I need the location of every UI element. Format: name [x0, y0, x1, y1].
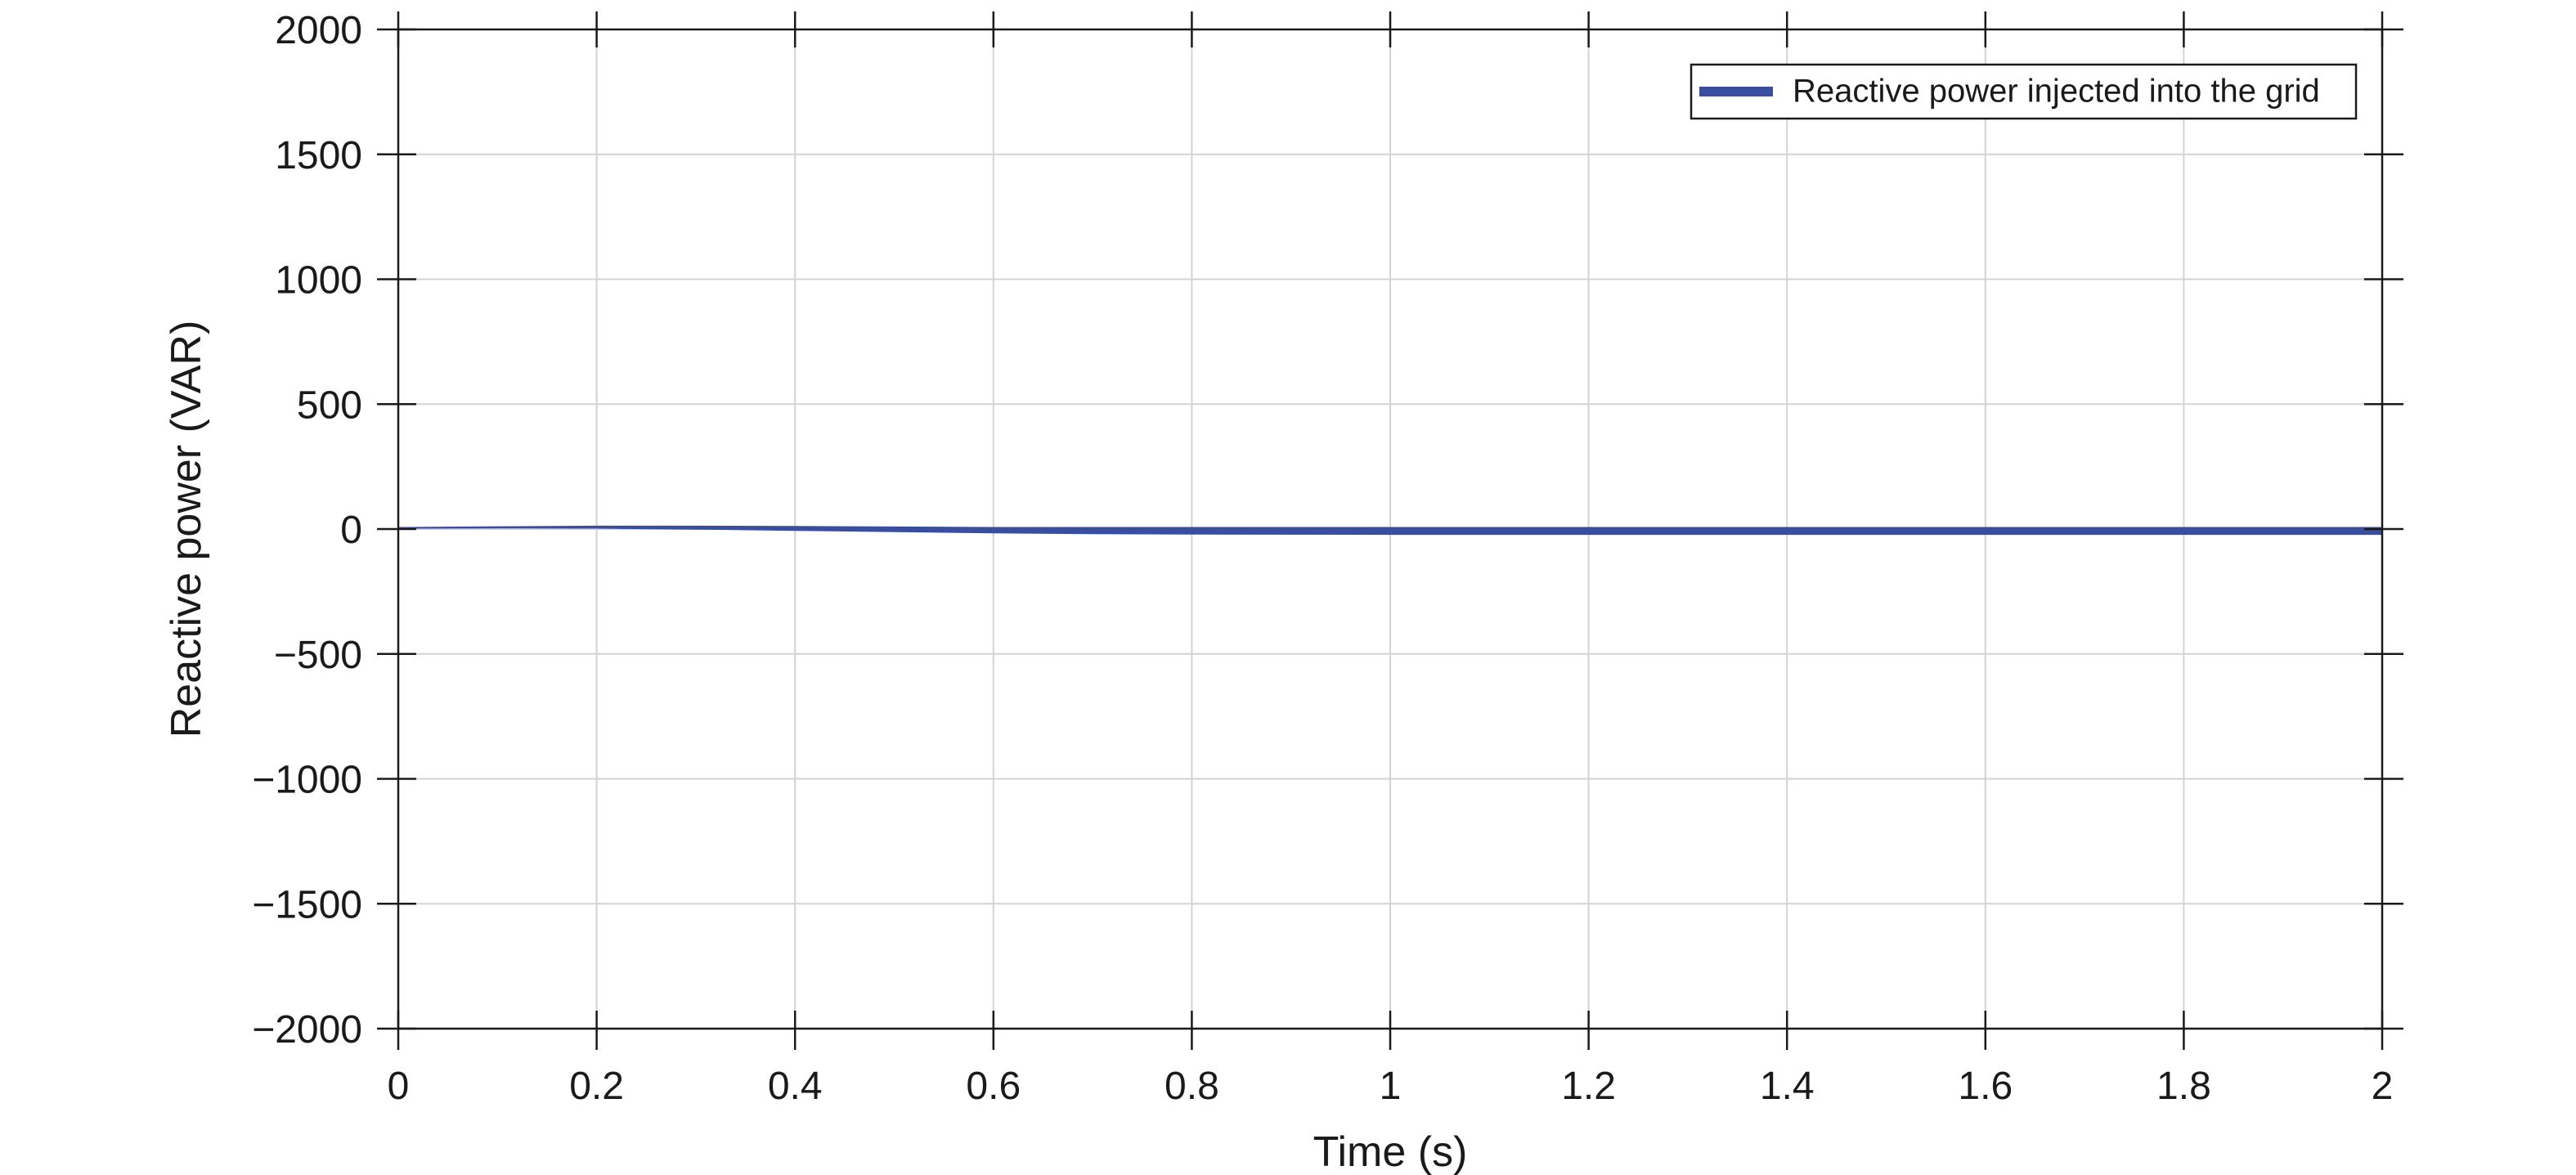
y-axis-title: Reactive power (VAR)	[163, 321, 210, 738]
y-tick-labels: 2000 1500 1000 500 0 −500 −1000 −1500 −2000	[252, 9, 362, 1052]
x-tick-labels: 0 0.2 0.4 0.6 0.8 1 1.2 1.4 1.6 1.8 2	[388, 1065, 2394, 1108]
y-tick-label: 0	[340, 509, 362, 552]
x-tick-label: 1	[1380, 1065, 1402, 1108]
legend-label: Reactive power injected into the grid	[1793, 74, 2320, 110]
x-tick-label: 0.4	[768, 1065, 823, 1108]
x-tick-label: 0.8	[1165, 1065, 1219, 1108]
legend-box	[1690, 63, 2358, 120]
y-tick-label: −2000	[252, 1008, 362, 1052]
x-tick-label: 0.6	[966, 1065, 1021, 1108]
x-tick-label: 1.2	[1561, 1065, 1616, 1108]
y-tick-label: 1500	[275, 134, 362, 177]
y-tick-label: −1500	[252, 883, 362, 926]
x-tick-label: 2	[2372, 1065, 2394, 1108]
series-envelope	[397, 525, 2383, 536]
x-tick-label: 0.2	[569, 1065, 624, 1108]
y-tick-label: 1000	[275, 259, 362, 303]
legend: Reactive power injected into the grid	[1690, 63, 2358, 120]
x-tick-label: 1.4	[1760, 1065, 1815, 1108]
ticks	[377, 11, 2403, 1050]
x-tick-label: 0	[388, 1065, 410, 1108]
y-tick-label: −500	[274, 634, 362, 677]
x-tick-label: 1.6	[1958, 1065, 2013, 1108]
x-axis-title: Time (s)	[1313, 1128, 1468, 1175]
y-tick-label: −1000	[252, 759, 362, 802]
series-layer	[397, 525, 2383, 536]
y-tick-label: 500	[297, 383, 362, 427]
y-tick-label: 2000	[275, 9, 362, 52]
x-tick-label: 1.8	[2156, 1065, 2211, 1108]
